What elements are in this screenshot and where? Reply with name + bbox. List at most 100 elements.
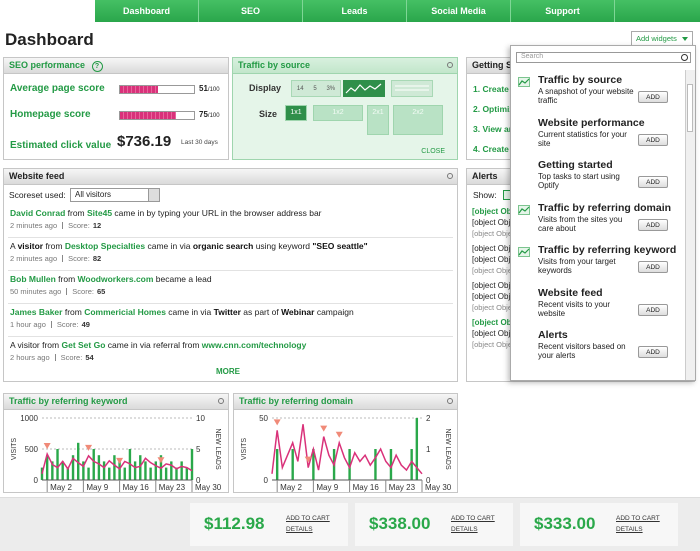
sample-text: 3% <box>326 85 336 92</box>
feed-link[interactable]: David Conrad <box>10 208 66 218</box>
feed-link[interactable]: James Baker <box>10 307 63 317</box>
gear-icon[interactable] <box>447 398 453 404</box>
click-period: Last 30 days <box>181 139 218 146</box>
feed-text: using keyword <box>253 241 313 251</box>
task-link[interactable]: 1. Create <box>473 84 509 94</box>
feed-link[interactable]: Get Set Go <box>61 340 106 350</box>
add-to-cart[interactable]: ADD TO CART <box>286 515 330 522</box>
feed-meta: 2 hours ago Score: 54 <box>10 353 94 362</box>
alert-link[interactable]: [object Object] <box>472 207 529 216</box>
panel-header: Traffic by source <box>233 58 457 74</box>
add-button[interactable]: ADD <box>638 346 668 358</box>
select-value: All visitors <box>75 190 112 199</box>
display-option-selected[interactable] <box>343 80 385 97</box>
score-bar <box>120 86 158 93</box>
feed-link[interactable]: Desktop Specialties <box>64 241 146 251</box>
x-tick-label: May 23 <box>159 483 186 492</box>
feed-text: organic search <box>192 241 254 251</box>
y-axis-title: VISITS <box>11 438 18 461</box>
add-to-cart[interactable]: ADD TO CART <box>451 515 495 522</box>
y-tick-label: 500 <box>25 445 39 454</box>
feed-meta: 2 minutes ago Score: 12 <box>10 221 101 230</box>
add-button[interactable]: ADD <box>638 218 668 231</box>
score-label: Homepage score <box>10 109 91 120</box>
details-link[interactable]: DETAILS <box>616 526 643 533</box>
score-number: 51 <box>199 84 208 93</box>
size-option[interactable]: 2x1 <box>367 105 389 135</box>
panel-header: Website feed <box>4 169 457 185</box>
task-link[interactable]: 3. View ar <box>473 124 513 134</box>
gear-icon[interactable] <box>218 398 224 404</box>
feed-link[interactable]: Bob Mullen <box>10 274 56 284</box>
visits-line <box>271 424 423 475</box>
scroll-thumb[interactable] <box>687 84 693 132</box>
nav-item[interactable]: Social Media <box>407 0 511 22</box>
nav-item[interactable]: Leads <box>303 0 407 22</box>
task-link[interactable]: 4. Create <box>473 144 509 154</box>
add-button[interactable]: ADD <box>638 261 668 273</box>
nav-item[interactable]: Dashboard <box>95 0 199 22</box>
gear-icon[interactable] <box>447 173 453 179</box>
nav-item[interactable]: Support <box>511 0 615 22</box>
feed-link[interactable]: www.cnn.com/technology <box>201 340 307 350</box>
feed-time: 2 minutes ago <box>10 254 58 263</box>
add-button[interactable]: ADD <box>638 133 668 146</box>
product-card: $333.00 ADD TO CART DETAILS <box>520 503 678 546</box>
feed-link[interactable]: Woodworkers.com <box>77 274 154 284</box>
lead-bar <box>291 449 294 480</box>
separator <box>8 303 453 304</box>
feed-text: came in via <box>145 241 193 251</box>
add-button[interactable]: ADD <box>638 91 668 103</box>
widget-menu: Search Traffic by source A snapshot of yo… <box>510 45 696 381</box>
feed-time: 2 hours ago <box>10 353 50 362</box>
score-label: Score: <box>68 254 90 263</box>
display-option[interactable]: 14 5 3% <box>291 80 341 97</box>
x-tick-label: May 2 <box>280 483 302 492</box>
event-marker <box>273 419 281 426</box>
add-widgets-button[interactable]: Add widgets <box>631 31 693 45</box>
add-button[interactable]: ADD <box>638 176 668 188</box>
lead-bar <box>82 461 85 480</box>
product-strip: $112.98 ADD TO CART DETAILS $338.00 ADD TO C… <box>0 497 700 551</box>
scrollbar[interactable] <box>685 70 695 380</box>
alert-text: [object Object] <box>472 255 524 264</box>
feed-text: came in via referral from <box>105 340 202 350</box>
task-link[interactable]: 2. Optimiz <box>473 104 514 114</box>
y2-tick-label: 10 <box>196 414 205 423</box>
search-icon <box>681 54 688 61</box>
search-box[interactable]: Search <box>516 52 691 63</box>
size-option[interactable]: 1x2 <box>313 105 363 121</box>
lead-bar <box>144 461 147 480</box>
gear-icon[interactable] <box>447 62 453 68</box>
show-label: Show: <box>473 190 497 200</box>
help-icon[interactable]: ? <box>91 61 103 72</box>
traffic-source-panel: Traffic by source Display 14 5 3% Size CLO… <box>232 57 458 160</box>
details-link[interactable]: DETAILS <box>286 526 313 533</box>
add-button[interactable]: ADD <box>638 303 668 316</box>
size-option[interactable]: 1x1 <box>285 105 307 121</box>
close-link[interactable]: CLOSE <box>421 148 445 155</box>
feed-text: Twitter <box>213 307 241 317</box>
add-to-cart[interactable]: ADD TO CART <box>616 515 660 522</box>
alert-text: [object Object] <box>472 303 520 312</box>
price: $112.98 <box>204 514 265 533</box>
feed-link[interactable]: Commericial Homes <box>84 307 166 317</box>
panel-header: SEO performance ? <box>4 58 228 74</box>
y2-axis-title: NEW LEADS <box>444 428 451 470</box>
scoreset-select[interactable]: All visitors <box>70 188 160 202</box>
alert-link[interactable]: [object Object] <box>472 318 529 327</box>
nav-item[interactable]: SEO <box>199 0 303 22</box>
size-option[interactable]: 2x2 <box>393 105 443 135</box>
search-placeholder: Search <box>521 53 544 60</box>
details-link[interactable]: DETAILS <box>451 526 478 533</box>
select-arrow <box>148 189 159 201</box>
x-tick-label: May 9 <box>86 483 108 492</box>
dropdown-arrow <box>682 37 688 41</box>
feed-link[interactable]: Site45 <box>87 208 113 218</box>
y-tick-label: 1000 <box>20 414 38 423</box>
price: $333.00 <box>534 514 596 533</box>
lead-bar <box>97 455 101 480</box>
display-option[interactable] <box>391 80 433 97</box>
event-marker <box>304 456 312 463</box>
more-link[interactable]: MORE <box>216 367 240 376</box>
